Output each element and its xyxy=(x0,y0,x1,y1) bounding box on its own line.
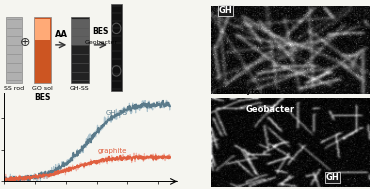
Text: graphite: graphite xyxy=(97,148,127,154)
Bar xyxy=(111,4,122,91)
Bar xyxy=(35,19,50,40)
Text: GO sol: GO sol xyxy=(32,86,53,91)
Text: Geobacter: Geobacter xyxy=(246,105,295,114)
Text: BES: BES xyxy=(92,27,109,36)
Bar xyxy=(34,17,51,83)
Text: GH: GH xyxy=(219,6,233,15)
Text: AA: AA xyxy=(54,30,68,39)
Text: SS rod: SS rod xyxy=(4,86,24,91)
Bar xyxy=(71,19,88,45)
Text: GH-SS: GH-SS xyxy=(70,86,90,91)
Text: GH: GH xyxy=(326,173,339,182)
Bar xyxy=(6,17,23,83)
Text: ⊕: ⊕ xyxy=(20,36,31,49)
Text: Electrolyte limit: Electrolyte limit xyxy=(216,89,280,94)
Bar xyxy=(71,17,88,83)
Text: GH-SS: GH-SS xyxy=(106,110,128,116)
Text: Geobacter: Geobacter xyxy=(84,40,117,45)
Text: BES: BES xyxy=(34,93,51,102)
